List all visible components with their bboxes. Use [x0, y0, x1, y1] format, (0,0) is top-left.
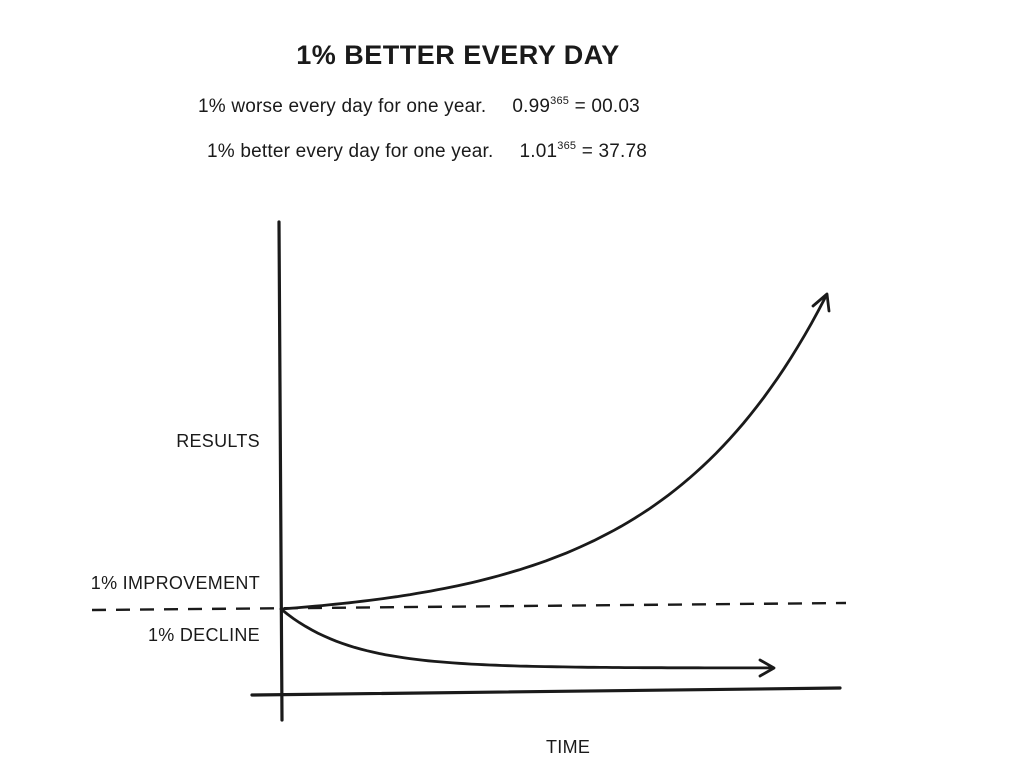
- improvement-label: 1% IMPROVEMENT: [90, 573, 260, 593]
- equation-better-expression: 1.01365 = 37.78: [519, 140, 648, 163]
- improvement-curve: [279, 296, 827, 611]
- equation-worse-result: = 00.03: [574, 96, 640, 117]
- equation-better-text: 1% better every day for one year.: [207, 141, 494, 162]
- improvement-arrowhead: [811, 292, 831, 313]
- decline-arrowhead: [758, 658, 776, 678]
- decline-label: 1% DECLINE: [147, 625, 260, 645]
- y-axis-line: [277, 220, 284, 722]
- equation-worse-exponent: 365: [550, 95, 570, 107]
- x-axis-label: TIME: [546, 737, 591, 757]
- equation-better: 1% better every day for one year. 1.01365…: [207, 141, 647, 163]
- chart-title: 1% BETTER EVERY DAY: [296, 40, 620, 70]
- equation-better-exponent: 365: [557, 140, 577, 152]
- equation-worse-base: 0.99: [512, 96, 551, 117]
- equation-better-base: 1.01: [519, 141, 558, 162]
- decline-curve: [279, 607, 774, 670]
- equation-worse: 1% worse every day for one year. 0.99365 …: [198, 96, 640, 118]
- baseline-dashed-line: [91, 601, 847, 612]
- equation-worse-text: 1% worse every day for one year.: [198, 96, 487, 117]
- equation-worse-expression: 0.99365 = 00.03: [512, 95, 640, 118]
- x-axis-line: [250, 686, 842, 697]
- y-axis-label: RESULTS: [176, 431, 260, 451]
- equation-better-result: = 37.78: [581, 141, 648, 162]
